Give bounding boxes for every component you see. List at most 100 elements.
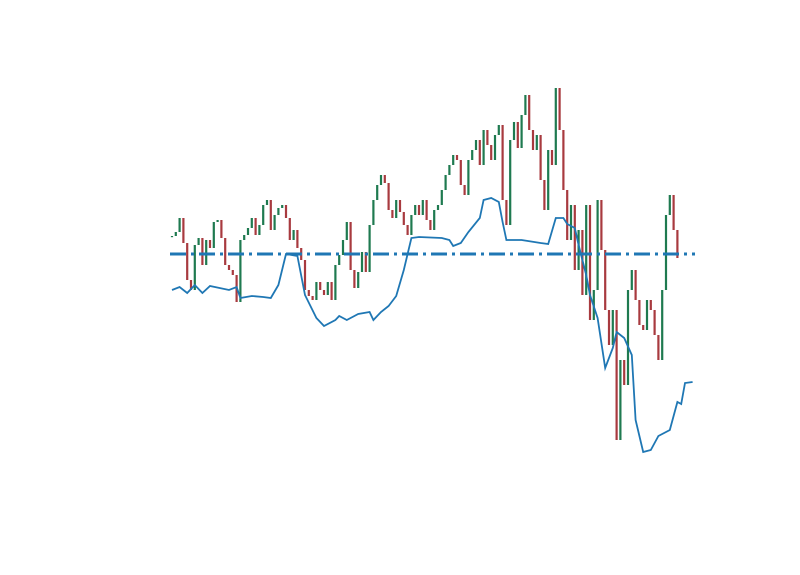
candle-up <box>341 240 345 255</box>
candle-down <box>653 310 656 335</box>
candle-down <box>288 218 291 240</box>
candle-down <box>319 282 322 290</box>
candle-down <box>220 220 223 238</box>
candle-down <box>311 296 314 300</box>
candle-down <box>672 195 675 230</box>
candle-down <box>505 200 508 225</box>
candle-up <box>360 252 364 272</box>
candle-up <box>474 140 478 150</box>
candle-up <box>414 205 417 215</box>
candle-up <box>334 265 337 300</box>
candle-down <box>349 222 352 270</box>
candle-up <box>368 225 371 272</box>
candle-up <box>395 200 398 218</box>
candle-down <box>296 230 299 248</box>
candle-up <box>630 270 633 290</box>
candle-down <box>330 282 333 300</box>
candle-up <box>440 190 443 205</box>
candle-down <box>539 135 542 180</box>
candle-up <box>239 240 242 302</box>
candle-down <box>490 145 493 160</box>
candle-up <box>645 300 649 330</box>
candle-up <box>197 238 200 245</box>
candle-down <box>269 200 272 230</box>
candle-up <box>421 200 424 215</box>
candle-up <box>345 222 348 240</box>
candle-down <box>201 238 204 265</box>
candle-up <box>174 232 177 236</box>
candle-down <box>638 300 641 325</box>
candle-down <box>353 270 356 288</box>
candle-up <box>277 208 280 215</box>
candle-down <box>322 290 326 295</box>
candle-up <box>611 310 614 345</box>
candle-up <box>535 135 538 150</box>
candle-up <box>376 185 379 200</box>
candle-down <box>284 205 288 218</box>
candle-up <box>246 228 250 235</box>
candle-up <box>497 125 500 135</box>
candle-up <box>471 150 474 160</box>
candle-up <box>444 175 447 190</box>
candle-down <box>303 260 307 290</box>
candle-down <box>387 183 390 210</box>
candle-up <box>281 205 284 208</box>
candle-up <box>596 200 599 290</box>
candle-down <box>573 205 576 270</box>
candle-up <box>433 210 436 230</box>
candle-up <box>315 282 318 300</box>
candle-up <box>243 235 246 240</box>
candle-down <box>550 150 554 165</box>
candle-down <box>543 180 546 210</box>
candle-down <box>566 190 569 240</box>
candle-up <box>661 290 664 360</box>
candle-up <box>554 88 557 165</box>
candle-down <box>182 218 185 243</box>
candle-down <box>186 243 189 280</box>
candle-up <box>448 165 451 175</box>
candle-up <box>524 95 527 115</box>
candle-down <box>478 140 481 165</box>
candle-up <box>178 218 181 232</box>
candle-up <box>338 255 341 265</box>
candle-down <box>634 270 637 300</box>
candle-down <box>558 88 561 130</box>
candle-down <box>528 95 531 130</box>
candle-up <box>250 218 253 228</box>
candle-up <box>547 150 550 210</box>
candle-down <box>600 200 603 250</box>
candle-up <box>436 205 440 210</box>
candle-up <box>493 135 497 160</box>
candle-down <box>455 155 459 160</box>
candle-up <box>170 236 174 238</box>
candle-up <box>262 205 265 225</box>
candle-down <box>391 210 394 218</box>
candle-down <box>383 175 386 183</box>
candle-up <box>258 225 261 235</box>
candle-up <box>577 230 580 270</box>
candle-down <box>642 325 645 330</box>
candle-up <box>273 215 276 230</box>
candle-down <box>364 252 367 272</box>
candle-down <box>623 360 626 385</box>
candle-up <box>452 155 455 165</box>
candle-up <box>482 130 485 165</box>
candle-down <box>425 200 428 220</box>
candle-up <box>585 205 588 295</box>
candle-up <box>357 272 360 288</box>
candle-up <box>265 200 269 205</box>
candle-down <box>649 300 652 310</box>
candle-up <box>569 205 573 240</box>
candle-up <box>372 200 375 225</box>
candle-down <box>531 130 535 150</box>
candle-down <box>562 130 565 190</box>
candle-up <box>379 175 383 185</box>
candle-up <box>520 115 523 148</box>
candle-up <box>626 290 630 385</box>
candle-down <box>463 185 466 195</box>
candle-up <box>292 230 295 240</box>
candle-up <box>410 215 413 235</box>
candle-down <box>429 220 432 230</box>
candles <box>170 88 679 440</box>
candle-down <box>417 205 421 215</box>
